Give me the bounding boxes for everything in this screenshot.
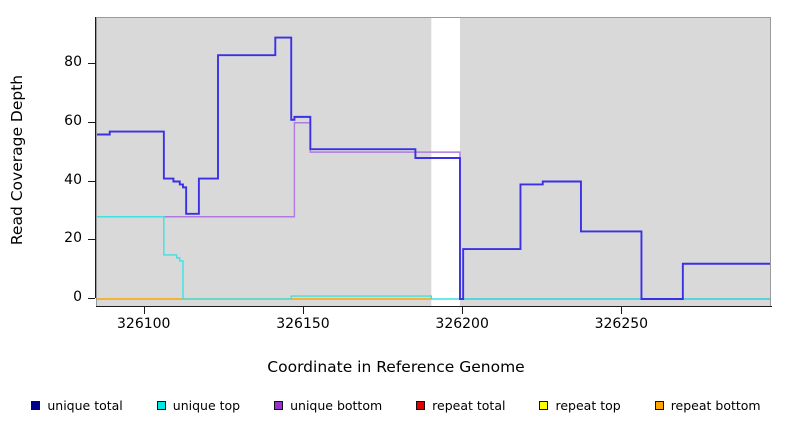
x-tick-label: 326250 bbox=[594, 316, 649, 332]
y-tick-label: 80 bbox=[64, 54, 82, 70]
x-tick-label: 326150 bbox=[276, 316, 330, 332]
legend-item-repeat-bottom[interactable]: repeat bottom bbox=[654, 398, 761, 413]
y-tick-label: 0 bbox=[73, 289, 82, 305]
y-tick-label: 60 bbox=[64, 112, 82, 129]
x-axis-title: Coordinate in Reference Genome bbox=[267, 358, 525, 376]
legend-item-label: repeat top bbox=[555, 398, 621, 413]
y-tick-label: 20 bbox=[64, 230, 82, 247]
y-tick-mark bbox=[88, 298, 95, 299]
legend-item-label: repeat total bbox=[432, 398, 506, 413]
legend-item-label: unique top bbox=[172, 398, 241, 413]
no-data-gap-band bbox=[431, 18, 460, 306]
legend-item-label: repeat bottom bbox=[670, 398, 761, 413]
y-tick-label: 40 bbox=[64, 171, 82, 188]
legend-item-repeat-total[interactable]: repeat total bbox=[416, 398, 505, 413]
y-axis-title-text: Read Coverage Depth bbox=[8, 74, 26, 246]
x-tick-mark bbox=[621, 307, 623, 314]
legend-item-repeat-top[interactable]: repeat top bbox=[539, 398, 621, 413]
legend-item-label: unique total bbox=[47, 398, 123, 413]
series-line-unique-total bbox=[97, 36, 770, 300]
y-axis-line bbox=[95, 17, 96, 298]
square-swatch bbox=[274, 401, 284, 410]
y-tick-mark bbox=[88, 121, 95, 123]
y-axis-title: Read Coverage Depth bbox=[4, 0, 30, 320]
y-tick-mark bbox=[88, 63, 95, 64]
chart-legend: unique total unique top unique bottom repea… bbox=[0, 398, 792, 413]
series-line-unique-top bbox=[97, 216, 770, 300]
x-tick-mark bbox=[462, 307, 464, 314]
x-tick-mark bbox=[143, 307, 145, 314]
legend-item-unique-bottom[interactable]: unique bottom bbox=[274, 398, 382, 413]
square-swatch bbox=[31, 401, 41, 410]
square-swatch bbox=[654, 401, 664, 410]
x-tick-label: 326200 bbox=[435, 316, 489, 332]
square-swatch bbox=[416, 401, 426, 410]
coverage-plot-svg bbox=[97, 18, 770, 306]
legend-item-unique-top[interactable]: unique top bbox=[156, 398, 241, 413]
square-swatch bbox=[156, 401, 166, 410]
legend-item-unique-total[interactable]: unique total bbox=[31, 398, 123, 413]
x-tick-label: 326100 bbox=[117, 316, 171, 332]
y-tick-mark bbox=[88, 239, 95, 241]
legend-item-label: unique bottom bbox=[290, 398, 383, 413]
square-swatch bbox=[539, 401, 549, 410]
y-tick-mark bbox=[88, 180, 95, 182]
x-axis-line bbox=[96, 306, 772, 307]
plot-panel bbox=[96, 17, 771, 307]
x-tick-mark bbox=[302, 307, 304, 314]
